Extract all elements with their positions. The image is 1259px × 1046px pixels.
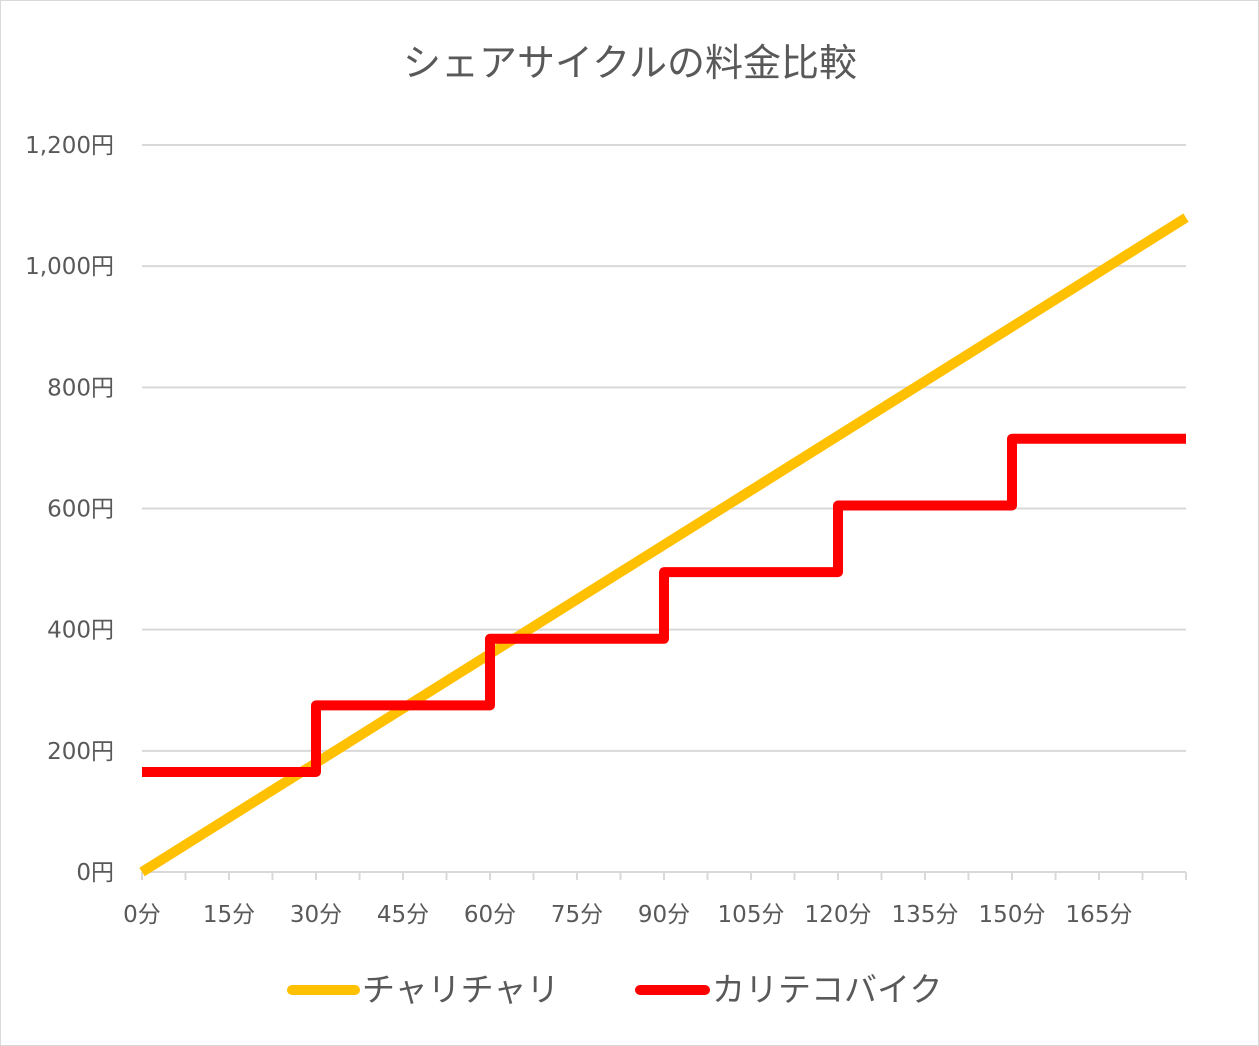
x-tick-label: 15分 [203, 902, 255, 928]
x-tick-label: 30分 [290, 902, 342, 928]
chart-title: シェアサイクルの料金比較 [403, 41, 857, 85]
series-line-2 [142, 433, 1186, 777]
legend: チャリチャリ カリテコバイク [287, 970, 942, 1009]
legend-label: カリテコバイク [712, 970, 942, 1009]
legend-label: チャリチャリ [362, 970, 559, 1009]
y-tick-label: 400円 [47, 618, 114, 644]
x-tick-label: 150分 [979, 902, 1046, 928]
series-lines [139, 213, 1189, 877]
y-axis-labels: 0円 200円 400円 600円 800円 1,000円 1,200円 [25, 133, 114, 886]
x-tick-label: 45分 [377, 902, 429, 928]
x-tick-label: 90分 [638, 902, 690, 928]
y-tick-label: 200円 [47, 739, 114, 765]
grid-lines [142, 144, 1186, 752]
y-tick-label: 0円 [76, 860, 114, 886]
x-axis-labels: 0分 15分 30分 45分 60分 75分 90分 105分 120分 135分 150分 165分 [123, 902, 1132, 928]
x-tick-label: 0分 [123, 902, 161, 928]
x-tick-label: 120分 [805, 902, 872, 928]
x-axis [141, 871, 1187, 880]
y-tick-label: 600円 [47, 497, 114, 523]
x-tick-label: 165分 [1066, 902, 1133, 928]
x-tick-label: 105分 [718, 902, 785, 928]
x-tick-label: 135分 [892, 902, 959, 928]
y-tick-label: 800円 [47, 375, 114, 401]
y-tick-label: 1,200円 [25, 133, 114, 159]
x-tick-label: 75分 [551, 902, 603, 928]
x-tick-label: 60分 [464, 902, 516, 928]
y-tick-label: 1,000円 [25, 254, 114, 280]
